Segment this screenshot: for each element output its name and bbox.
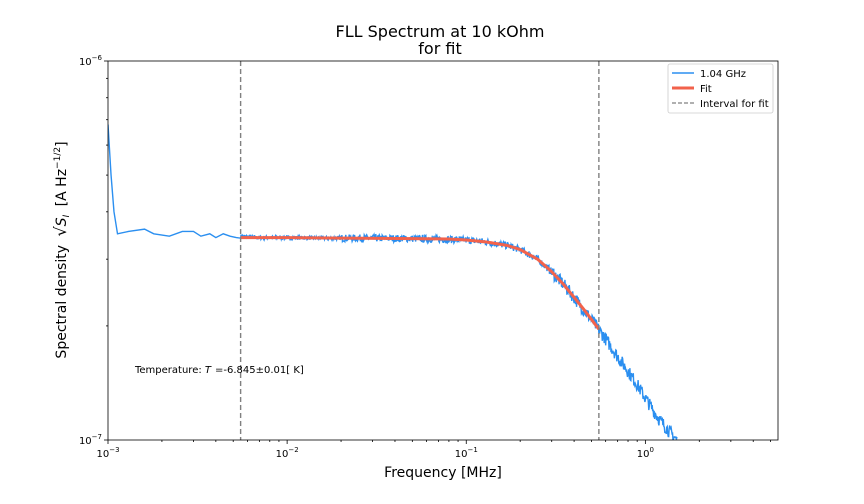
y-axis-label: Spectral density √SI [A Hz−1/2] — [51, 141, 73, 358]
annotation-prefix: Temperature: — [134, 365, 205, 376]
y-axis-label-symbol: S — [54, 217, 70, 226]
x-tick-label: 100 — [637, 446, 654, 460]
chart-title: FLL Spectrum at 10 kOhm for fit — [336, 22, 545, 58]
y-axis-label-text: Spectral density — [54, 245, 70, 359]
series-layer — [108, 124, 678, 440]
x-tick-label: 10−1 — [455, 446, 478, 460]
temperature-annotation: Temperature: T =-6.845±0.01[ K] — [134, 365, 304, 376]
legend-label-series-1: 1.04 GHz — [700, 69, 746, 80]
y-tick-label: 10−7 — [79, 433, 102, 447]
y-tick-label: 10−6 — [79, 54, 103, 68]
y-axis-label-subscript: I — [62, 214, 72, 217]
annotation-value: =-6.845±0.01[ K] — [215, 365, 304, 376]
chart-title-line-1: FLL Spectrum at 10 kOhm — [336, 22, 545, 41]
y-axis-label-unit: [A Hz — [54, 169, 70, 206]
legend-label-fit: Fit — [700, 84, 712, 95]
series-line-fit — [240, 236, 601, 331]
y-axis-label-unit-close: ] — [54, 141, 70, 146]
series-line-1-04-ghz — [108, 124, 678, 440]
y-axis: 10−7 10−6 — [79, 54, 108, 447]
legend: 1.04 GHz Fit Interval for fit — [667, 63, 774, 114]
x-axis: 10−3 10−2 10−1 100 — [96, 440, 771, 460]
chart-title-line-2: for fit — [418, 39, 461, 58]
x-tick-label: 10−2 — [276, 446, 299, 460]
y-axis-label-unit-exponent: −1/2 — [53, 147, 63, 169]
annotation-symbol: T — [205, 365, 212, 376]
legend-box — [667, 63, 774, 114]
x-axis-label: Frequency [MHz] — [384, 465, 502, 481]
sqrt-symbol: √ — [51, 226, 70, 237]
legend-label-interval: Interval for fit — [700, 99, 769, 110]
fit-interval-lines — [239, 61, 600, 440]
svg-text:Spectral density √SI: Spectral density √SI [A Hz−1/2] — [51, 141, 73, 358]
plot-area — [107, 60, 779, 441]
x-tick-label: 10−3 — [96, 446, 119, 460]
